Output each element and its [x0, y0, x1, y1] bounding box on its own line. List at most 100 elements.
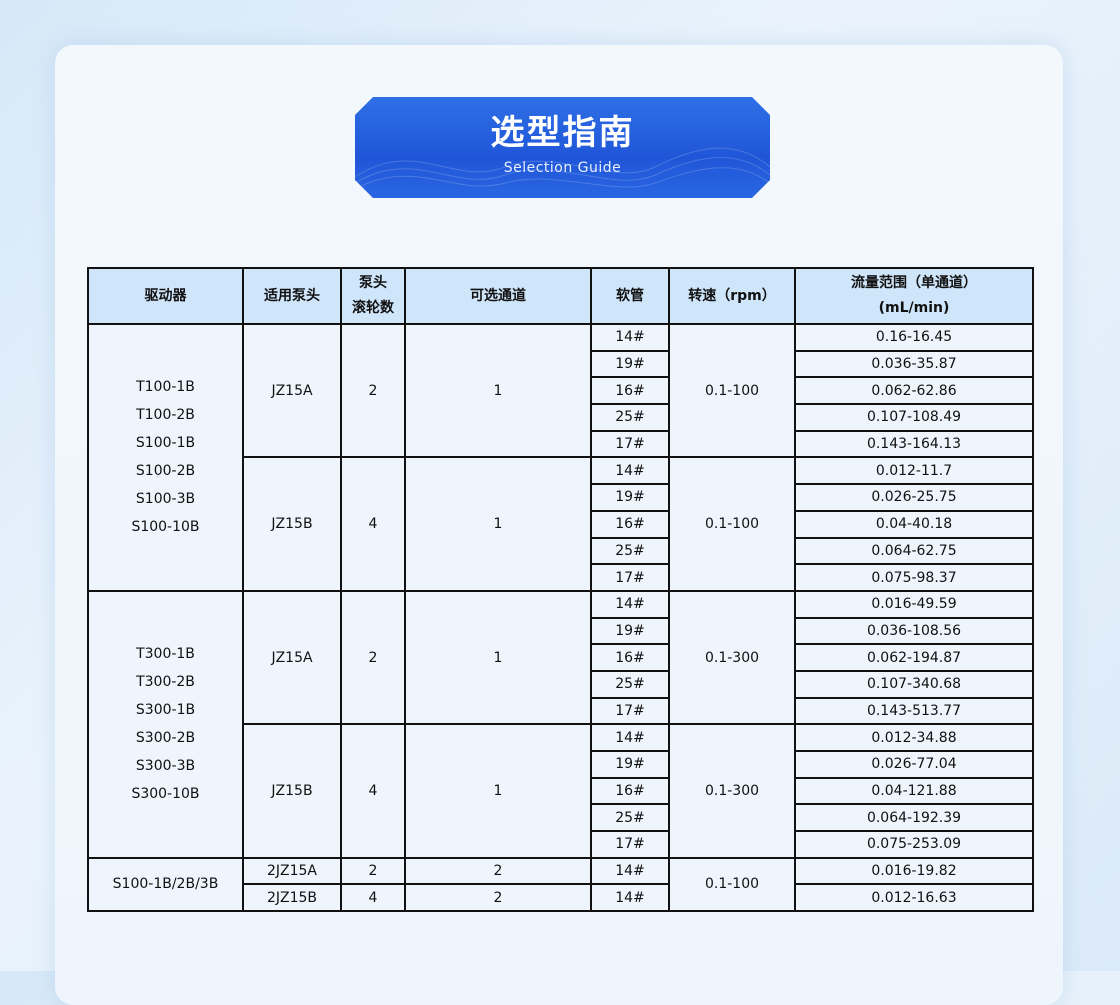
header-row: 驱动器 适用泵头 泵头 滚轮数 可选通道 软管 转速（rpm） 流量范围（单通道） (mL/mi… [87, 267, 1034, 325]
pump-head-cell: 2JZ15A [242, 856, 342, 886]
pump-head-cell: JZ15B [242, 723, 342, 859]
flow-range-cell: 0.107-340.68 [794, 669, 1034, 699]
channels-cell: 1 [404, 322, 592, 459]
flow-range-cell: 0.064-62.75 [794, 536, 1034, 566]
header-driver: 驱动器 [87, 267, 244, 325]
tube-cell: 14# [590, 723, 670, 752]
tube-cell: 14# [590, 323, 670, 352]
driver-model: S300-1B [135, 702, 196, 719]
table-row: 16# 0.062-62.86 [88, 376, 1034, 406]
speed-cell: 0.1-100 [668, 322, 796, 459]
header-text: 流量范围（单通道） [851, 275, 977, 291]
flow-range-cell: 0.062-194.87 [794, 643, 1034, 672]
tube-cell: 17# [590, 563, 670, 592]
roller-count-cell: 2 [340, 589, 406, 726]
flow-range-cell: 0.16-16.45 [794, 323, 1034, 352]
flow-range-cell: 0.026-77.04 [794, 750, 1034, 779]
channels-cell: 1 [404, 589, 592, 726]
tube-cell: 19# [590, 750, 670, 779]
tube-cell: 14# [590, 883, 670, 913]
header-text: (mL/min) [878, 300, 950, 316]
table-row: 19# 0.026-77.04 [88, 750, 1034, 779]
tube-cell: 25# [590, 669, 670, 699]
header-channels: 可选通道 [404, 267, 592, 325]
table-row: 25# 0.064-192.39 [88, 803, 1034, 833]
tube-cell: 14# [590, 589, 670, 619]
banner-subtitle: Selection Guide [503, 160, 622, 176]
tube-cell: 25# [590, 803, 670, 833]
table-row: 16# 0.04-121.88 [88, 776, 1034, 806]
roller-count-cell: 2 [340, 856, 406, 886]
header-text: 软管 [616, 287, 644, 304]
driver-model: S100-2B [135, 463, 196, 480]
speed-cell: 0.1-300 [668, 589, 796, 726]
flow-range-cell: 0.075-253.09 [794, 830, 1034, 859]
wave-decoration [355, 97, 770, 198]
speed-cell: 0.1-300 [668, 723, 796, 859]
table-row: T100-1B T100-2B S100-1B S100-2B S100-3B S100-… [87, 322, 1034, 592]
table-row: 19# 0.036-108.56 [88, 616, 1034, 646]
driver-model: T300-1B [136, 646, 195, 663]
channels-cell: 2 [404, 856, 592, 886]
tube-cell: 16# [590, 376, 670, 406]
flow-range-cell: 0.012-11.7 [794, 456, 1034, 486]
driver-model: T100-1B [136, 379, 195, 396]
tube-cell: 17# [590, 830, 670, 859]
tube-cell: 16# [590, 643, 670, 672]
table-row: JZ15B 4 1 14# 0.1-300 0.012-34.88 [88, 723, 1034, 859]
tube-cell: 14# [590, 456, 670, 486]
table-row: 17# 0.075-253.09 [88, 830, 1034, 859]
pump-head-cell: JZ15A [242, 589, 342, 726]
driver-model: S100-10B [131, 519, 200, 536]
header-roller-count: 泵头 滚轮数 [340, 267, 406, 325]
table-row: S100-1B/2B/3B 2JZ15A 2 2 14# 0.1-100 0.016-19.… [87, 856, 1034, 913]
tube-cell: 25# [590, 536, 670, 566]
table-row: 25# 0.107-108.49 [88, 403, 1034, 432]
tube-cell: 17# [590, 429, 670, 459]
driver-model: T300-2B [136, 674, 195, 691]
speed-cell: 0.1-100 [668, 456, 796, 592]
pump-head-cell: JZ15A [242, 322, 342, 459]
table-row: 16# 0.062-194.87 [88, 643, 1034, 672]
tube-cell: 16# [590, 509, 670, 539]
driver-model: S100-1B/2B/3B [112, 876, 219, 893]
driver-model: S100-1B [135, 435, 196, 452]
table-row: 2JZ15B 4 2 14# 0.012-16.63 [88, 883, 1034, 913]
table-row: 17# 0.143-164.13 [88, 429, 1034, 459]
flow-range-cell: 0.036-35.87 [794, 349, 1034, 379]
table-row: 17# 0.075-98.37 [88, 563, 1034, 592]
tube-cell: 19# [590, 349, 670, 379]
header-tube: 软管 [590, 267, 670, 325]
driver-model: S300-2B [135, 730, 196, 747]
tube-cell: 16# [590, 776, 670, 806]
header-text: 适用泵头 [264, 287, 320, 304]
pump-head-cell: 2JZ15B [242, 883, 342, 913]
flow-range-cell: 0.016-19.82 [794, 856, 1034, 886]
driver-cell: T300-1B T300-2B S300-1B S300-2B S300-3B S300-… [87, 589, 244, 859]
pump-head-cell: JZ15B [242, 456, 342, 592]
tube-cell: 25# [590, 403, 670, 432]
roller-count-cell: 4 [340, 723, 406, 859]
table-row: T300-1B T300-2B S300-1B S300-2B S300-3B S300-… [87, 589, 1034, 859]
driver-cell: T100-1B T100-2B S100-1B S100-2B S100-3B S100-… [87, 323, 244, 592]
flow-range-cell: 0.062-62.86 [794, 376, 1034, 406]
roller-count-cell: 4 [340, 883, 406, 913]
driver-model: S100-3B [135, 491, 196, 508]
header-text: 转速（rpm） [688, 287, 776, 304]
table-row: 16# 0.04-40.18 [88, 509, 1034, 539]
flow-range-cell: 0.026-25.75 [794, 483, 1034, 512]
banner-title: 选型指南 [490, 113, 635, 153]
selection-table: 驱动器 适用泵头 泵头 滚轮数 可选通道 软管 转速（rpm） 流量范围（单通道） (mL/mi… [87, 267, 1034, 913]
header-text: 泵头 [359, 275, 387, 291]
roller-count-cell: 2 [340, 322, 406, 459]
table-row: 17# 0.143-513.77 [88, 696, 1034, 726]
tube-cell: 19# [590, 616, 670, 646]
channels-cell: 2 [404, 883, 592, 913]
table-row: JZ15B 4 1 14# 0.1-100 0.012-11.7 [88, 456, 1034, 592]
driver-model: S300-3B [135, 758, 196, 775]
tube-cell: 17# [590, 696, 670, 726]
flow-range-cell: 0.012-16.63 [794, 883, 1034, 913]
flow-range-cell: 0.075-98.37 [794, 563, 1034, 592]
table-row: 25# 0.107-340.68 [88, 669, 1034, 699]
driver-cell: S100-1B/2B/3B [87, 856, 244, 913]
